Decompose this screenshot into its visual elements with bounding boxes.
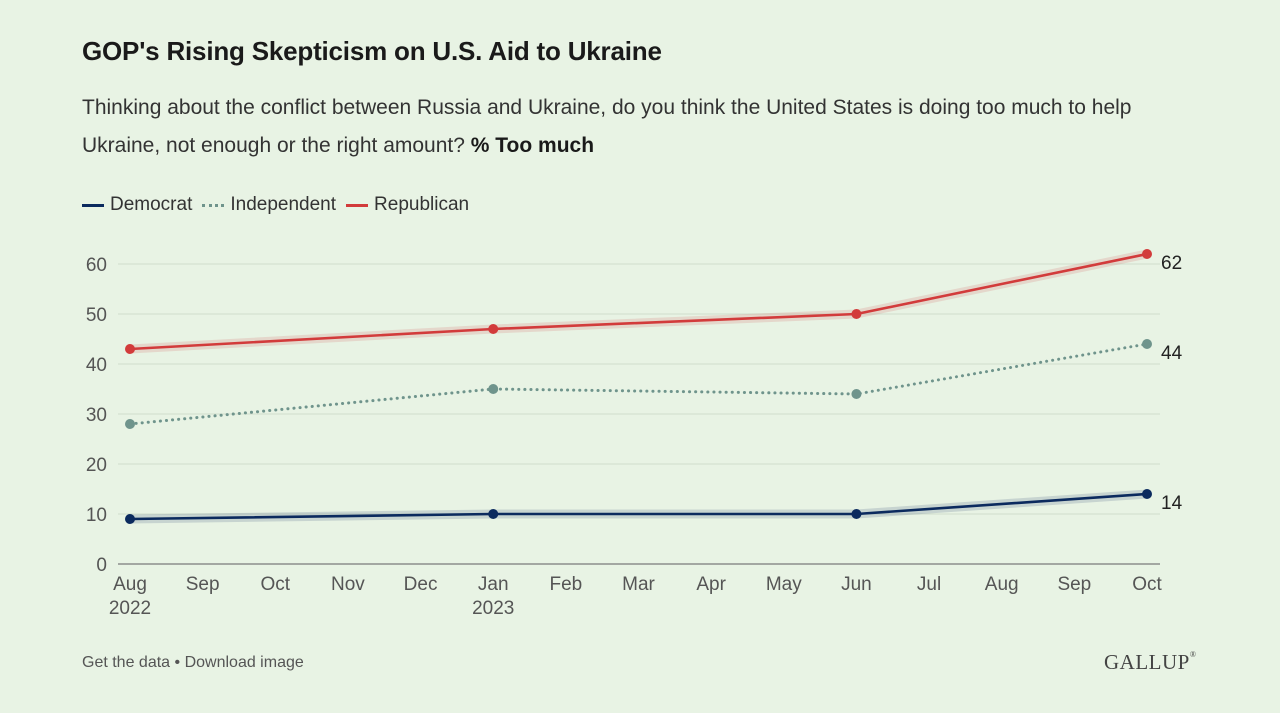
gallup-logo: GALLUP® (1104, 650, 1196, 675)
chart-subtitle: Thinking about the conflict between Russ… (82, 89, 1192, 165)
x-tick-label-7: Mar (622, 574, 655, 595)
data-point-democrat-2023-01 (488, 509, 499, 519)
data-point-democrat-2023-10 (1142, 489, 1152, 499)
end-label-democrat: 14 (1161, 493, 1183, 514)
series-line-republican (128, 252, 1149, 351)
x-tick-label-12: Aug (985, 574, 1019, 595)
data-point-independent-2022-08 (125, 419, 135, 429)
data-point-democrat-2023-06 (851, 509, 862, 519)
y-tick-label-20: 20 (86, 455, 107, 476)
series-halo-republican (125, 249, 1152, 354)
x-tick-year-0: 2022 (109, 598, 151, 619)
x-tick-label-0: Aug (113, 574, 147, 595)
legend: Democrat Independent Republican (82, 194, 479, 216)
download-image-link[interactable]: Download image (184, 654, 304, 671)
data-point-republican-2023-06 (851, 309, 862, 319)
y-tick-label-50: 50 (86, 305, 107, 326)
legend-item-republican: Republican (346, 194, 469, 216)
x-tick-label-11: Jul (917, 574, 941, 595)
end-label-republican: 62 (1161, 253, 1182, 274)
legend-label-democrat: Democrat (110, 194, 193, 215)
x-tick-label-9: May (766, 574, 802, 595)
end-label-independent: 44 (1161, 343, 1183, 364)
data-point-democrat-2022-08 (125, 514, 135, 524)
x-tick-label-2: Oct (261, 574, 291, 595)
y-tick-label-30: 30 (86, 405, 107, 426)
legend-swatch-independent (202, 203, 225, 207)
x-tick-label-13: Sep (1057, 574, 1091, 595)
x-tick-label-10: Jun (841, 574, 872, 595)
legend-label-independent: Independent (230, 194, 337, 215)
legend-label-republican: Republican (374, 194, 470, 215)
x-tick-label-6: Feb (549, 574, 582, 595)
data-point-independent-2023-01 (488, 384, 499, 394)
gallup-logo-text: GALLUP (1104, 650, 1190, 674)
get-data-link[interactable]: Get the data (82, 654, 171, 671)
x-tick-label-5: Jan (478, 574, 509, 595)
footer-links: Get the data • Download image (82, 654, 304, 672)
legend-swatch-democrat (82, 203, 104, 207)
legend-swatch-republican (346, 203, 369, 207)
data-point-independent-2023-06 (851, 389, 862, 399)
data-point-republican-2023-10 (1142, 249, 1152, 259)
y-tick-label-40: 40 (86, 355, 107, 376)
chart-title: GOP's Rising Skepticism on U.S. Aid to U… (82, 36, 662, 66)
y-tick-label-0: 0 (96, 555, 107, 576)
subtitle-measure: % Too much (470, 134, 595, 157)
x-tick-label-14: Oct (1132, 574, 1162, 595)
data-point-republican-2023-01 (488, 324, 499, 334)
series-line-democrat (128, 492, 1149, 521)
data-point-republican-2022-08 (125, 344, 135, 354)
legend-item-independent: Independent (202, 194, 336, 216)
x-tick-label-4: Dec (404, 574, 438, 595)
x-tick-year-5: 2023 (472, 598, 514, 619)
footer-separator: • (174, 654, 181, 671)
x-tick-label-1: Sep (186, 574, 220, 595)
series-line-independent (128, 342, 1149, 426)
data-point-independent-2023-10 (1142, 339, 1152, 349)
subtitle-question: Thinking about the conflict between Russ… (82, 96, 1132, 157)
x-tick-label-3: Nov (331, 574, 365, 595)
x-tick-label-8: Apr (696, 574, 726, 595)
legend-item-democrat: Democrat (82, 194, 192, 216)
y-tick-label-10: 10 (86, 505, 107, 526)
y-tick-label-60: 60 (86, 255, 107, 276)
gallup-logo-mark: ® (1189, 650, 1197, 659)
